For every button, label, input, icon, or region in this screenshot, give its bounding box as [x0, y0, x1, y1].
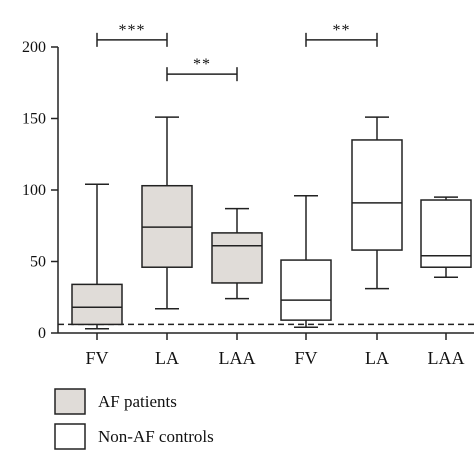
significance-bracket-1: ***	[96, 22, 168, 47]
category-labels: FV LA LAA FV LA LAA	[85, 333, 465, 368]
category-label: LAA	[219, 348, 256, 368]
category-label: LAA	[428, 348, 465, 368]
y-tick-label: 0	[38, 325, 46, 342]
significance-bracket-3: **	[305, 22, 378, 47]
boxes	[71, 116, 472, 330]
y-tick-label: 100	[22, 182, 46, 199]
box-2	[141, 116, 193, 310]
y-tick-label: 150	[22, 111, 46, 128]
box-4	[280, 194, 332, 329]
category-label: FV	[294, 348, 317, 368]
legend-swatch	[54, 388, 86, 415]
significance-brackets: *******	[96, 22, 378, 82]
significance-label: **	[193, 56, 211, 73]
box-5	[351, 116, 403, 290]
box-3	[211, 207, 263, 300]
box-iqr	[420, 199, 472, 268]
box-iqr	[351, 139, 403, 251]
y-ticks: 0 50 100 150 200	[22, 39, 58, 342]
y-tick-label: 50	[30, 254, 46, 271]
box-iqr	[211, 232, 263, 284]
box-iqr	[280, 259, 332, 321]
significance-label: ***	[119, 22, 146, 39]
category-label: LA	[365, 348, 389, 368]
legend: AF patients Non-AF controls	[54, 388, 214, 450]
category-label: LA	[155, 348, 179, 368]
legend-swatch	[54, 423, 86, 450]
significance-label: **	[333, 22, 351, 39]
box-1	[71, 183, 123, 330]
legend-label: AF patients	[98, 392, 177, 411]
significance-bracket-2: **	[166, 56, 238, 82]
box-6	[420, 196, 472, 278]
legend-entry-1: AF patients	[54, 388, 177, 415]
category-label: FV	[85, 348, 108, 368]
legend-label: Non-AF controls	[98, 427, 214, 446]
legend-entry-2: Non-AF controls	[54, 423, 214, 450]
y-tick-label: 200	[22, 39, 46, 56]
box-iqr	[71, 283, 123, 326]
